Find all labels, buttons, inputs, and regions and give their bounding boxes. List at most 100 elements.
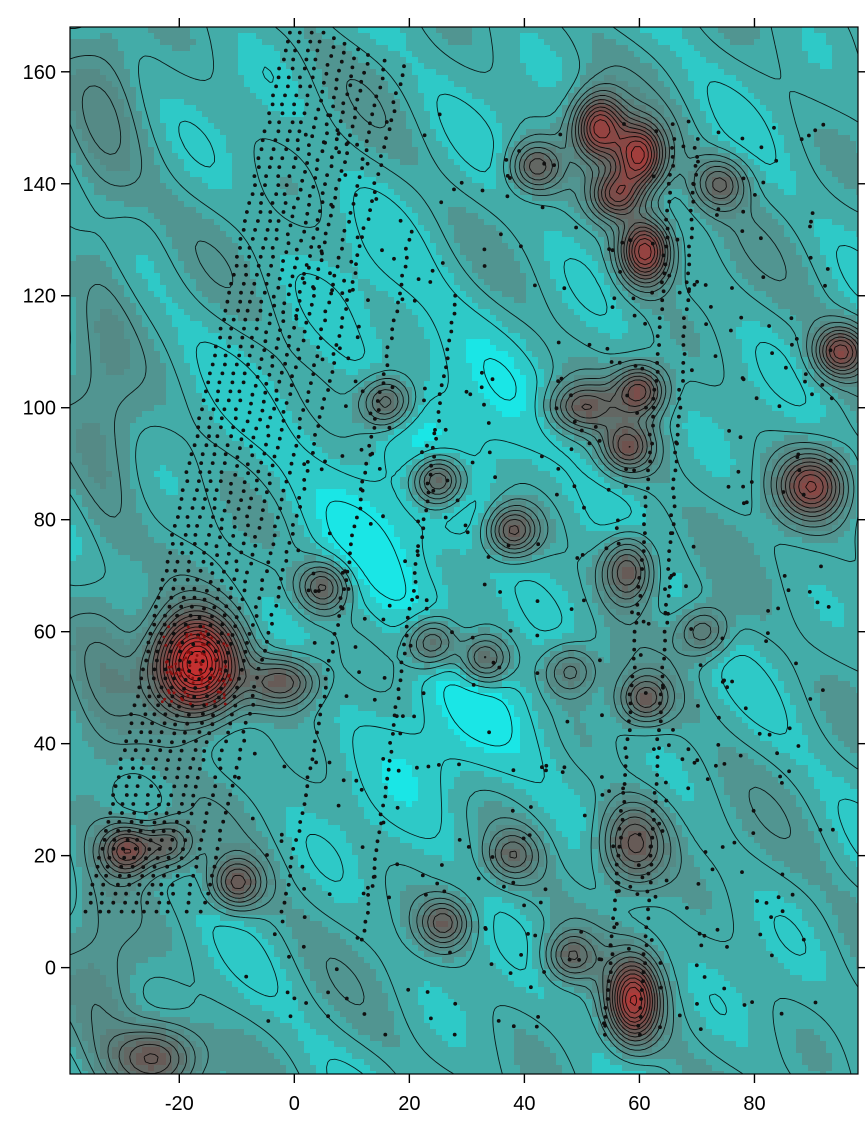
contour-fill-cell	[550, 69, 557, 76]
contour-fill-cell	[226, 93, 233, 100]
contour-fill-cell	[436, 33, 443, 40]
contour-fill-cell	[310, 105, 317, 112]
contour-fill-cell	[484, 63, 491, 70]
contour-fill-cell	[790, 57, 797, 64]
contour-fill-cell	[718, 69, 725, 76]
contour-fill-cell	[658, 27, 665, 34]
contour-fill-cell	[268, 51, 275, 58]
contour-fill-cell	[706, 27, 713, 34]
contour-fill-cell	[370, 33, 377, 40]
contour-fill-cell	[220, 27, 227, 34]
contour-fill-cell	[832, 39, 839, 46]
contour-fill-cell	[100, 63, 107, 70]
contour-fill-cell	[112, 33, 119, 40]
contour-fill-cell	[682, 87, 689, 94]
contour-fill-cell	[598, 45, 605, 52]
contour-fill-cell	[346, 27, 353, 34]
contour-fill-cell	[148, 111, 155, 118]
contour-fill-cell	[172, 45, 179, 52]
contour-fill-cell	[814, 111, 821, 118]
contour-fill-cell	[604, 75, 611, 82]
contour-fill-cell	[334, 81, 341, 88]
contour-fill-cell	[730, 93, 737, 100]
contour-fill-cell	[838, 27, 845, 34]
contour-fill-cell	[826, 63, 833, 70]
contour-fill-cell	[436, 87, 443, 94]
contour-fill-cell	[538, 105, 545, 112]
contour-fill-cell	[100, 51, 107, 58]
contour-fill-cell	[688, 63, 695, 70]
contour-fill-cell	[496, 105, 503, 112]
contour-fill-cell	[682, 69, 689, 76]
contour-fill-cell	[220, 69, 227, 76]
contour-fill-cell	[232, 57, 239, 64]
contour-fill-cell	[76, 99, 83, 106]
contour-fill-cell	[412, 33, 419, 40]
contour-fill-cell	[538, 51, 545, 58]
contour-fill-cell	[640, 57, 647, 64]
contour-fill-cell	[160, 27, 167, 34]
contour-fill-cell	[664, 51, 671, 58]
contour-fill-cell	[748, 81, 755, 88]
contour-fill-cell	[154, 45, 161, 52]
contour-fill-cell	[532, 75, 539, 82]
contour-fill-cell	[502, 117, 509, 124]
contour-fill-cell	[610, 69, 617, 76]
contour-fill-cell	[772, 63, 779, 70]
contour-fill-cell	[478, 57, 485, 64]
contour-fill-cell	[574, 27, 581, 34]
contour-fill-cell	[256, 51, 263, 58]
contour-fill-cell	[850, 63, 857, 70]
contour-fill-cell	[592, 57, 599, 64]
contour-fill-cell	[556, 63, 563, 70]
contour-fill-cell	[514, 57, 521, 64]
contour-fill-cell	[268, 33, 275, 40]
contour-fill-cell	[118, 111, 125, 118]
contour-fill-cell	[184, 99, 191, 106]
contour-fill-cell	[370, 87, 377, 94]
contour-fill-cell	[526, 33, 533, 40]
contour-fill-cell	[634, 57, 641, 64]
contour-fill-cell	[172, 57, 179, 64]
contour-fill-cell	[514, 39, 521, 46]
contour-fill-cell	[724, 99, 731, 106]
contour-fill-cell	[646, 33, 653, 40]
contour-fill-cell	[796, 51, 803, 58]
contour-fill-cell	[154, 33, 161, 40]
contour-fill-cell	[76, 69, 83, 76]
contour-fill-cell	[376, 39, 383, 46]
contour-fill-cell	[352, 87, 359, 94]
contour-fill-cell	[838, 51, 845, 58]
contour-fill-cell	[112, 93, 119, 100]
contour-fill-cell	[154, 51, 161, 58]
contour-fill-cell	[718, 75, 725, 82]
contour-fill-cell	[628, 27, 635, 34]
contour-fill-cell	[748, 111, 755, 118]
contour-fill-cell	[700, 111, 707, 118]
contour-fill-cell	[148, 33, 155, 40]
contour-fill-cell	[688, 51, 695, 58]
contour-fill-cell	[772, 105, 779, 112]
contour-fill-cell	[550, 117, 557, 124]
contour-fill-cell	[736, 81, 743, 88]
contour-fill-cell	[448, 99, 455, 106]
contour-fill-cell	[658, 87, 665, 94]
contour-fill-cell	[280, 87, 287, 94]
contour-fill-cell	[604, 69, 611, 76]
contour-fill-cell	[820, 45, 827, 52]
contour-fill-cell	[166, 39, 173, 46]
contour-fill-cell	[580, 45, 587, 52]
contour-fill-cell	[538, 75, 545, 82]
contour-fill-cell	[400, 111, 407, 118]
contour-fill-cell	[754, 87, 761, 94]
contour-fill-cell	[616, 75, 623, 82]
contour-fill-cell	[628, 81, 635, 88]
contour-fill-cell	[250, 87, 257, 94]
contour-fill-cell	[568, 51, 575, 58]
contour-fill-cell	[502, 75, 509, 82]
contour-fill-cell	[178, 87, 185, 94]
contour-fill-cell	[112, 87, 119, 94]
contour-fill-cell	[670, 93, 677, 100]
contour-fill-cell	[376, 111, 383, 118]
contour-fill-cell	[844, 69, 851, 76]
